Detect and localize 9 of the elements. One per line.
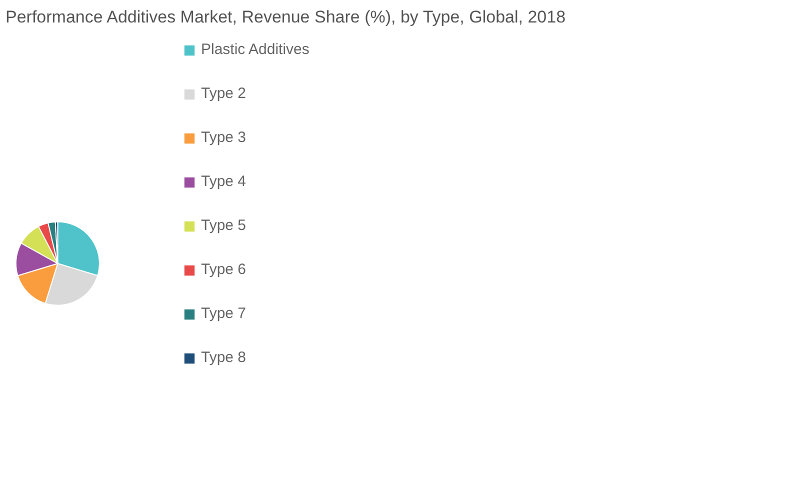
legend-label: Type 5 bbox=[201, 217, 246, 234]
legend-label: Type 2 bbox=[201, 85, 246, 102]
legend-label: Type 8 bbox=[201, 349, 246, 366]
legend-label: Type 6 bbox=[201, 261, 246, 278]
legend-label: Type 4 bbox=[201, 173, 246, 190]
legend-label: Type 3 bbox=[201, 129, 246, 146]
legend-label: Plastic Additives bbox=[201, 41, 310, 58]
legend-label: Type 7 bbox=[201, 305, 246, 322]
chart-title: Performance Additives Market, Revenue Share (%), by Type, Global, 2018 bbox=[6, 8, 566, 26]
